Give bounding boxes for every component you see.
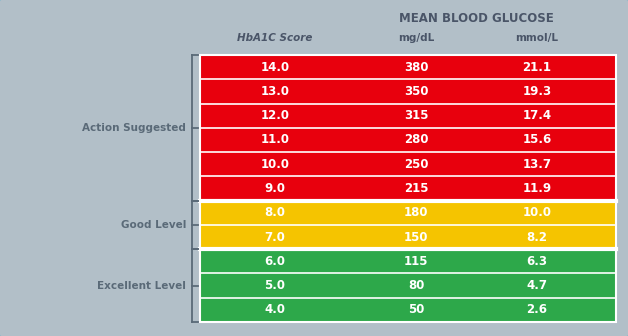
Bar: [200, 298, 616, 322]
Bar: [200, 201, 616, 225]
Text: 8.2: 8.2: [526, 230, 548, 244]
Text: 50: 50: [408, 303, 425, 317]
Text: mg/dL: mg/dL: [398, 33, 435, 43]
Text: 17.4: 17.4: [522, 109, 551, 122]
Text: 180: 180: [404, 206, 428, 219]
Text: 13.7: 13.7: [522, 158, 551, 171]
Text: 7.0: 7.0: [264, 230, 285, 244]
Text: Excellent Level: Excellent Level: [97, 281, 186, 291]
Text: 10.0: 10.0: [261, 158, 290, 171]
Text: 250: 250: [404, 158, 428, 171]
Text: 350: 350: [404, 85, 428, 98]
Bar: [200, 128, 616, 152]
Text: Good Level: Good Level: [121, 220, 186, 230]
Text: 115: 115: [404, 255, 428, 268]
Text: mmol/L: mmol/L: [516, 33, 558, 43]
Text: 380: 380: [404, 60, 428, 74]
Text: 8.0: 8.0: [264, 206, 285, 219]
Text: 6.0: 6.0: [264, 255, 285, 268]
Text: 19.3: 19.3: [522, 85, 551, 98]
Bar: [200, 55, 616, 79]
Bar: [200, 274, 616, 298]
Text: 315: 315: [404, 109, 428, 122]
Text: HbA1C Score: HbA1C Score: [237, 33, 313, 43]
Bar: [200, 249, 616, 274]
Text: 11.9: 11.9: [522, 182, 551, 195]
Text: 215: 215: [404, 182, 428, 195]
Text: 12.0: 12.0: [261, 109, 290, 122]
Text: 15.6: 15.6: [522, 133, 551, 146]
Text: 5.0: 5.0: [264, 279, 285, 292]
Text: Action Suggested: Action Suggested: [82, 123, 186, 133]
Bar: [200, 152, 616, 176]
Bar: [200, 176, 616, 201]
Bar: [200, 103, 616, 128]
Bar: [200, 55, 616, 322]
Bar: [200, 79, 616, 103]
Text: 6.3: 6.3: [526, 255, 548, 268]
Text: 13.0: 13.0: [261, 85, 290, 98]
Bar: [200, 225, 616, 249]
Text: 10.0: 10.0: [522, 206, 551, 219]
Text: 14.0: 14.0: [261, 60, 290, 74]
Text: 9.0: 9.0: [264, 182, 285, 195]
Text: 11.0: 11.0: [261, 133, 290, 146]
Text: 80: 80: [408, 279, 425, 292]
Text: 21.1: 21.1: [522, 60, 551, 74]
Text: MEAN BLOOD GLUCOSE: MEAN BLOOD GLUCOSE: [399, 11, 554, 25]
Text: 2.6: 2.6: [526, 303, 548, 317]
Bar: [200, 55, 616, 322]
Text: 4.0: 4.0: [264, 303, 285, 317]
Text: 4.7: 4.7: [526, 279, 548, 292]
Text: 280: 280: [404, 133, 428, 146]
Text: 150: 150: [404, 230, 428, 244]
